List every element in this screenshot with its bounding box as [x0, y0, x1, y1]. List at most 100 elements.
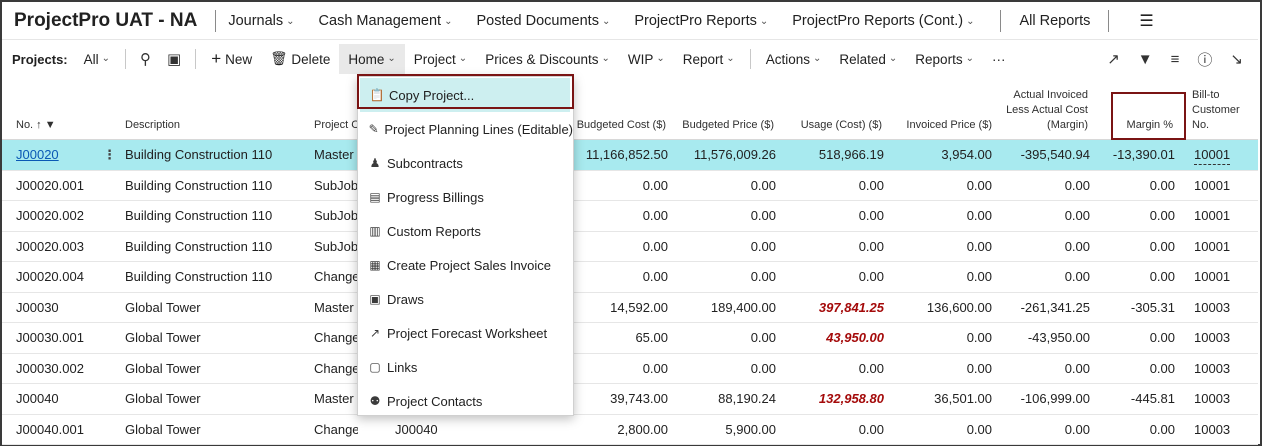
related-menu-button[interactable]: Related ⌄ [830, 44, 906, 74]
prices-discounts-menu-button[interactable]: Prices & Discounts ⌄ [476, 44, 619, 74]
project-no-cell[interactable]: J00030 [16, 293, 106, 323]
master-project-cell: J00040 [395, 415, 455, 445]
col-header-invoiced-price[interactable]: Invoiced Price ($) [906, 119, 992, 131]
project-no-cell[interactable]: J00020.002 [16, 201, 106, 231]
project-no-cell[interactable]: J00040.001 [16, 415, 106, 445]
col-header-project-class[interactable]: Project Cl [314, 119, 362, 131]
bill-to-cell[interactable]: 10003 [1194, 384, 1254, 414]
budgeted-cost-cell-text: 0.00 [642, 208, 668, 223]
project-no-cell[interactable]: J00040 [16, 384, 106, 414]
bill-to-cell[interactable]: 10001 [1194, 140, 1254, 170]
filter-pane-icon[interactable]: ▣ [167, 51, 182, 68]
col-header-bill-to[interactable]: Bill-to Customer No. [1192, 88, 1258, 133]
project-no-cell[interactable]: J00020.004 [16, 262, 106, 292]
col-header-budgeted-cost[interactable]: Budgeted Cost ($) [576, 119, 666, 131]
menu-item[interactable]: ▤ Progress Billings [358, 180, 573, 214]
col-header-no[interactable]: No. ↑ ▼ [16, 118, 56, 133]
bill-to-cell[interactable]: 10003 [1194, 354, 1254, 384]
project-no-cell[interactable]: J00030.002 [16, 354, 106, 384]
table-row[interactable]: J00020.004 Building Construction 110 Chang… [2, 262, 1258, 293]
nav-projectpro-reports[interactable]: ProjectPro Reports ⌄ [622, 13, 780, 29]
menu-item[interactable]: ↗ Project Forecast Worksheet [358, 316, 573, 350]
table-row[interactable]: J00030 Global Tower Master . 14,592.00 189,4… [2, 293, 1258, 323]
col-header-budgeted-price[interactable]: Budgeted Price ($) [682, 119, 774, 131]
usage-cost-cell-text: 397,841.25 [818, 299, 884, 315]
table-row[interactable]: J00020 Building Construction 110 Master . 1… [2, 140, 1258, 171]
nav-posted-documents[interactable]: Posted Documents ⌄ [464, 13, 622, 29]
description-cell: Building Construction 110 [125, 232, 310, 262]
bill-to-cell-text: 10003 [1194, 299, 1231, 315]
table-row[interactable]: J00030.002 Global Tower Change 0.00 0.00 0.00… [2, 354, 1258, 384]
more-options-button[interactable]: ··· [991, 51, 1006, 67]
share-icon[interactable]: ↗ [1107, 51, 1120, 68]
project-menu-button[interactable]: Project ⌄ [405, 44, 476, 74]
chevron-down-icon: ⌄ [444, 15, 453, 27]
col-header-description[interactable]: Description [125, 119, 181, 131]
col-header-usage-cost[interactable]: Usage (Cost) ($) [800, 119, 882, 131]
project-no-cell[interactable]: J00020 [16, 140, 106, 170]
delete-button[interactable]: 🗑 Delete [261, 44, 339, 74]
collapse-icon[interactable]: ↘ [1230, 51, 1243, 68]
usage-cost-cell: 0.00 [782, 262, 884, 292]
menu-item[interactable]: ▦ Create Project Sales Invoice [358, 248, 573, 282]
table-header: No. ↑ ▼ Description Project Cl Budgeted … [2, 78, 1258, 140]
new-button[interactable]: + New [202, 44, 261, 74]
menu-item[interactable]: ▣ Draws [358, 282, 573, 316]
list-view-icon[interactable]: ≡ [1170, 50, 1180, 68]
usage-cost-cell-text: 0.00 [858, 238, 884, 254]
project-no-cell[interactable]: J00030.001 [16, 323, 106, 353]
project-no-cell[interactable]: J00020.001 [16, 171, 106, 201]
projects-label: Projects: [12, 51, 68, 67]
menu-item[interactable]: ▢ Links [358, 350, 573, 384]
bill-to-cell[interactable]: 10001 [1194, 171, 1254, 201]
filter-icon[interactable]: ▼ [1137, 50, 1153, 68]
nav-projectpro-reports-cont[interactable]: ProjectPro Reports (Cont.) ⌄ [780, 13, 986, 29]
budgeted-cost-cell: 65.00 [576, 323, 668, 353]
all-reports-link[interactable]: All Reports [1019, 12, 1091, 29]
project-no-cell-text: J00030.001 [16, 330, 84, 345]
bill-to-cell[interactable]: 10003 [1194, 323, 1254, 353]
bill-to-cell[interactable]: 10003 [1194, 415, 1254, 445]
actions-menu-button[interactable]: Actions ⌄ [757, 44, 831, 74]
search-icon[interactable]: ⚲ [140, 51, 152, 68]
menu-item[interactable]: ♟ Subcontracts [358, 146, 573, 180]
divider [125, 49, 127, 69]
clipboard-icon: 📋 [369, 88, 385, 102]
table-row[interactable]: J00030.001 Global Tower Change 65.00 0.00 43,… [2, 323, 1258, 354]
menu-item[interactable]: ✎ Project Planning Lines (Editable) [358, 112, 573, 146]
menu-item[interactable]: 📋 Copy Project... [360, 78, 570, 112]
bill-to-cell[interactable]: 10003 [1194, 293, 1254, 323]
report-menu-button[interactable]: Report ⌄ [674, 44, 744, 74]
hamburger-menu-icon[interactable]: ☰ [1139, 12, 1154, 30]
table-row[interactable]: J00020.003 Building Construction 110 SubJo… [2, 232, 1258, 262]
margin-cell: 0.00 [992, 201, 1090, 231]
home-menu-button[interactable]: Home ⌄ [339, 44, 405, 74]
chevron-down-icon: ⌄ [812, 52, 822, 64]
view-filter-dropdown[interactable]: All ⌄ [84, 44, 119, 74]
bill-to-cell[interactable]: 10001 [1194, 232, 1254, 262]
budgeted-cost-cell: 11,166,852.50 [576, 140, 668, 170]
description-cell-text: Global Tower [125, 421, 201, 437]
table-row[interactable]: J00040 Global Tower Master . 39,743.00 88,19… [2, 384, 1258, 415]
col-header-actual-invoiced-margin[interactable]: Actual Invoiced Less Actual Cost (Margin… [992, 88, 1088, 133]
menu-item[interactable]: ▥ Custom Reports [358, 214, 573, 248]
wip-menu-button[interactable]: WIP ⌄ [619, 44, 674, 74]
reports-menu-button[interactable]: Reports ⌄ [906, 44, 983, 74]
row-actions-icon[interactable]: ⋮ [103, 147, 113, 162]
budgeted-cost-cell-text: 14,592.00 [610, 299, 668, 315]
nav-cash-management[interactable]: Cash Management ⌄ [307, 13, 465, 29]
margin-percent-cell-text: 0.00 [1149, 177, 1175, 193]
bill-to-cell[interactable]: 10001 [1194, 201, 1254, 231]
info-icon[interactable]: ⓘ [1197, 51, 1213, 69]
table-row[interactable]: J00020.001 Building Construction 110 SubJo… [2, 171, 1258, 201]
chevron-down-icon: ⌄ [601, 15, 611, 27]
menu-item[interactable]: ⚉ Project Contacts [358, 384, 573, 418]
app-title[interactable]: ProjectPro UAT - NA [14, 9, 198, 31]
col-header-margin-percent[interactable]: Margin % [1126, 119, 1173, 131]
nav-journals[interactable]: Journals ⌄ [216, 13, 306, 29]
bill-to-cell[interactable]: 10001 [1194, 262, 1254, 292]
table-row[interactable]: J00040.001 Global Tower Change Or... J00040… [2, 415, 1258, 445]
table-row[interactable]: J00020.002 Building Construction 110 SubJo… [2, 201, 1258, 232]
project-no-cell[interactable]: J00020.003 [16, 232, 106, 262]
invoiced-price-cell: 0.00 [892, 171, 992, 201]
